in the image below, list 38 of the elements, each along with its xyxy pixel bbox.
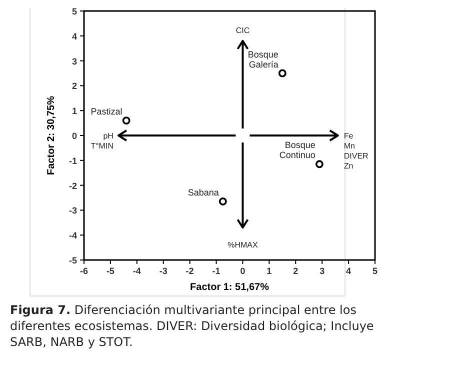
- annotation: Bosque Continuo: [279, 140, 316, 160]
- annotation: Fe Mn DIVER Zn: [344, 132, 369, 170]
- x-tick-label: 2: [293, 266, 298, 276]
- y-tick-label: 4: [72, 31, 77, 42]
- x-tick-label: 0: [240, 266, 246, 276]
- annotation: Sabana: [188, 187, 219, 198]
- y-axis-title: Factor 2: 30,75%: [46, 96, 57, 175]
- y-tick-label: -5: [68, 256, 77, 266]
- y-tick-label: 0: [72, 131, 77, 141]
- y-tick-label: 1: [72, 106, 77, 116]
- x-tick-label: 3: [320, 266, 325, 276]
- x-tick-label: 5: [372, 266, 378, 276]
- point: [122, 116, 130, 125]
- y-tick-label: 5: [72, 6, 77, 16]
- annotation: Bosque Galería: [248, 49, 278, 70]
- point: [218, 198, 227, 206]
- annotation: Pastizal: [90, 106, 122, 117]
- annotation: %HMAX: [228, 240, 258, 250]
- y-tick-label: -4: [68, 230, 77, 241]
- text: Figura 7. Diferenciación multivariante principal entre los diferentes ecosistemas. DIVER: Diversidad biológica; Incluye SARB, NARB y STOT.: [10, 303, 374, 349]
- x-axis-title: Factor 1: 51,67%: [190, 282, 270, 293]
- y-tick-label: -2: [68, 180, 77, 191]
- annotation: pH T°MIN: [90, 132, 114, 150]
- y-tick-label: -3: [68, 206, 77, 216]
- x-tick-label: -6: [80, 266, 88, 276]
- y-tick-label: 2: [72, 81, 77, 92]
- x-tick-label: -3: [159, 266, 168, 276]
- annotation: CIC: [236, 26, 250, 35]
- x-tick-label: -2: [186, 266, 194, 276]
- point: [315, 160, 324, 168]
- y-tick-label: 3: [72, 56, 77, 66]
- x-tick-label: 1: [266, 266, 272, 276]
- y-tick-label: -1: [68, 156, 77, 166]
- x-tick-label: 4: [346, 266, 352, 276]
- x-tick-label: -1: [212, 266, 220, 276]
- point: [278, 69, 286, 78]
- x-tick-label: -4: [132, 266, 141, 276]
- x-tick-label: -5: [106, 266, 114, 276]
